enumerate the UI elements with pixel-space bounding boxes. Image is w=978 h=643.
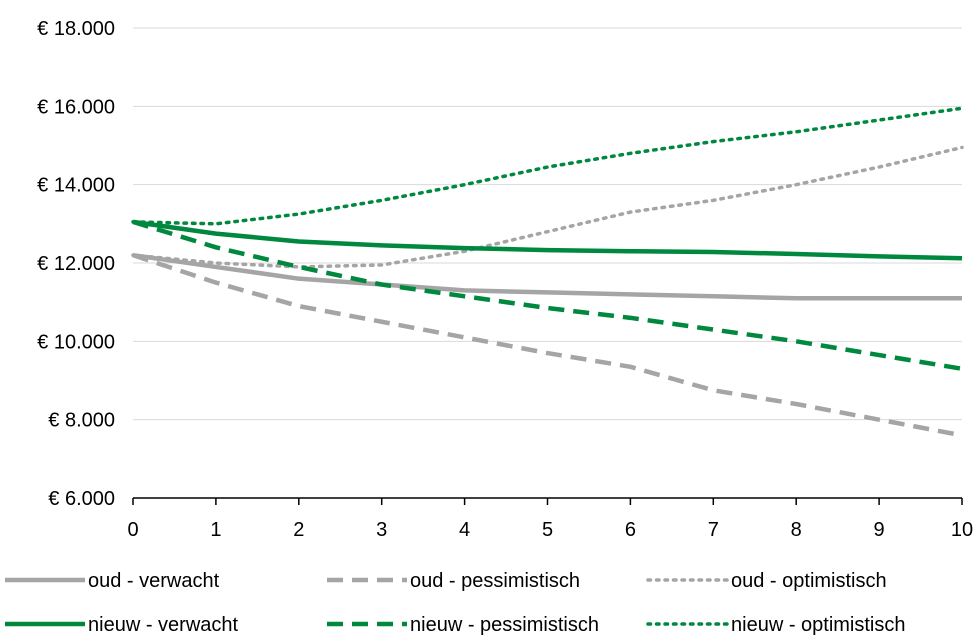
series-line-3	[132, 219, 963, 261]
y-axis-ticks: € 6.000 € 8.000 € 10.000 € 12.000 € 14.000 € …	[37, 18, 115, 510]
x-tick-label: 5	[542, 519, 553, 541]
gridlines	[133, 27, 962, 421]
y-tick-label: € 18.000	[37, 18, 115, 40]
x-tick-label: 1	[210, 519, 221, 541]
y-tick-label: € 12.000	[37, 253, 115, 275]
x-axis: 0 1 2 3 4 5 6 7 8 9 10	[127, 497, 973, 541]
legend: oud - verwacht oud - pessimistisch oud - o…	[5, 570, 906, 636]
x-tick-label: 10	[951, 519, 973, 541]
legend-label: oud - verwacht	[88, 570, 220, 592]
x-tick-label: 8	[791, 519, 802, 541]
y-tick-label: € 10.000	[37, 331, 115, 353]
series-line-4	[132, 219, 963, 371]
x-tick-label: 2	[293, 519, 304, 541]
series-line-5	[131, 106, 964, 226]
y-tick-label: € 6.000	[48, 488, 115, 510]
series-line-0	[132, 252, 962, 301]
x-tick-label: 7	[708, 519, 719, 541]
x-tick-label: 3	[376, 519, 387, 541]
x-tick-label: 4	[459, 519, 470, 541]
legend-label: oud - pessimistisch	[410, 570, 580, 592]
y-tick-label: € 16.000	[37, 96, 115, 118]
y-tick-label: € 14.000	[37, 175, 115, 197]
legend-label: nieuw - optimistisch	[731, 614, 906, 636]
legend-label: nieuw - verwacht	[88, 614, 239, 636]
x-tick-label: 0	[127, 519, 138, 541]
series-line-2	[131, 145, 964, 269]
legend-label: nieuw - pessimistisch	[410, 614, 599, 636]
legend-label: oud - optimistisch	[731, 570, 887, 592]
x-tick-label: 6	[625, 519, 636, 541]
series-lines	[131, 106, 964, 438]
y-tick-label: € 8.000	[48, 410, 115, 432]
x-tick-label: 9	[874, 519, 885, 541]
series-line-1	[132, 253, 963, 438]
